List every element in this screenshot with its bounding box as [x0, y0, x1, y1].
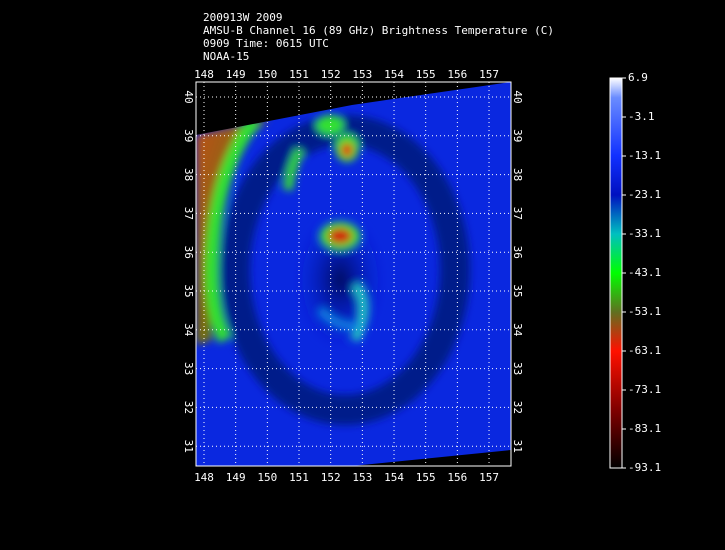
colorbar-label: -33.1	[628, 227, 661, 240]
lat-label: 35	[182, 284, 195, 297]
colorbar-label: -63.1	[628, 344, 661, 357]
lon-label: 151	[289, 68, 309, 81]
colorbar-label: -3.1	[628, 110, 655, 123]
lon-label: 150	[257, 68, 277, 81]
colorbar	[609, 77, 623, 469]
lat-label: 36	[511, 246, 524, 259]
lat-label: 40	[511, 90, 524, 103]
lat-label: 34	[182, 323, 195, 337]
lat-label: 31	[511, 440, 524, 453]
title-line: NOAA-15	[203, 50, 249, 63]
satellite-image	[196, 82, 511, 466]
lat-label: 32	[182, 401, 195, 414]
colorbar-label: -43.1	[628, 266, 661, 279]
lon-label: 157	[479, 471, 499, 484]
lat-label: 40	[182, 90, 195, 103]
lon-label: 155	[416, 471, 436, 484]
lat-label: 35	[511, 284, 524, 297]
title-line: 0909 Time: 0615 UTC	[203, 37, 329, 50]
lat-label: 38	[511, 168, 524, 181]
lon-label: 155	[416, 68, 436, 81]
colorbar-label: -13.1	[628, 149, 661, 162]
lat-label: 33	[182, 362, 195, 375]
lat-label: 39	[182, 129, 195, 142]
lon-label: 148	[194, 471, 214, 484]
lon-label: 148	[194, 68, 214, 81]
lat-label: 39	[511, 129, 524, 142]
colorbar-label: -83.1	[628, 422, 661, 435]
lat-label: 31	[182, 440, 195, 453]
title-line: 200913W 2009	[203, 11, 282, 24]
lon-label: 154	[384, 68, 404, 81]
colorbar-label: -53.1	[628, 305, 661, 318]
colorbar-label: -23.1	[628, 188, 661, 201]
title-line: AMSU-B Channel 16 (89 GHz) Brightness Te…	[203, 24, 554, 37]
lon-label: 154	[384, 471, 404, 484]
lat-label: 36	[182, 246, 195, 259]
colorbar-label: -93.1	[628, 461, 661, 474]
lat-label: 32	[511, 401, 524, 414]
lon-label: 156	[447, 68, 467, 81]
lat-label: 38	[182, 168, 195, 181]
lon-label: 156	[447, 471, 467, 484]
lat-label: 34	[511, 323, 524, 337]
lon-label: 157	[479, 68, 499, 81]
colorbar-label: 6.9	[628, 71, 648, 84]
colorbar-label: -73.1	[628, 383, 661, 396]
lon-label: 149	[226, 471, 246, 484]
lon-label: 152	[321, 471, 341, 484]
lon-label: 150	[257, 471, 277, 484]
lat-label: 33	[511, 362, 524, 375]
lat-label: 37	[182, 207, 195, 220]
lat-label: 37	[511, 207, 524, 220]
lon-label: 149	[226, 68, 246, 81]
lon-label: 152	[321, 68, 341, 81]
lon-label: 153	[352, 68, 372, 81]
map-frame	[195, 81, 512, 467]
lon-label: 153	[352, 471, 372, 484]
lon-label: 151	[289, 471, 309, 484]
